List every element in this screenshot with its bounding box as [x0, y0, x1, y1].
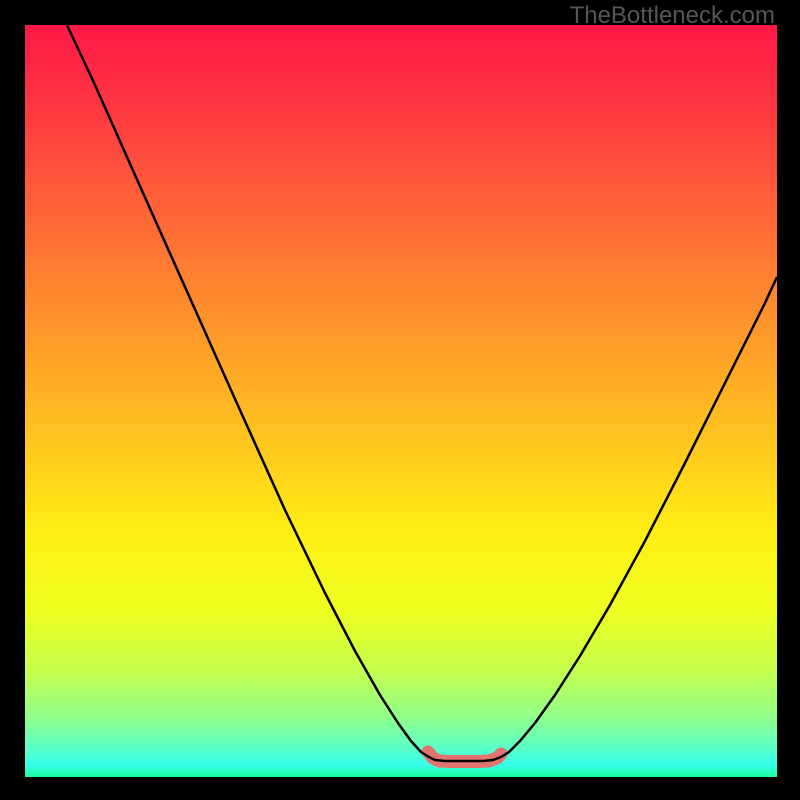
watermark-text: TheBottleneck.com	[570, 2, 775, 30]
curve-layer	[25, 25, 777, 777]
plot-frame: TheBottleneck.com	[0, 0, 800, 800]
bottleneck-curve	[67, 25, 777, 761]
plot-area	[25, 25, 777, 777]
